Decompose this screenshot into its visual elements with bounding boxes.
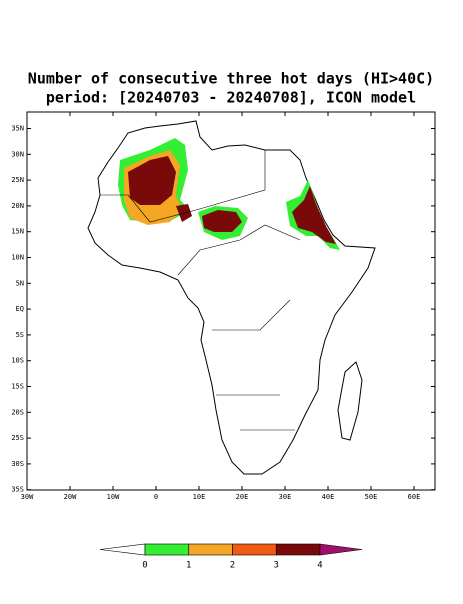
colorbar-label: 3 [274, 561, 279, 571]
lon-label: 10E [193, 493, 206, 501]
lat-label: 15S [11, 383, 24, 391]
heat-area-dark [128, 156, 176, 205]
lon-label: 20W [64, 493, 77, 501]
lon-label: 50E [365, 493, 378, 501]
lat-label: 5N [16, 279, 24, 287]
colorbar-label: 2 [230, 561, 235, 571]
lat-label: 10S [11, 357, 24, 365]
lat-label: 25S [11, 434, 24, 442]
lon-label: 40E [322, 493, 335, 501]
lat-label: 30N [11, 150, 24, 158]
heat-area-dark [202, 210, 242, 232]
map-frame [26, 111, 436, 491]
lat-label: 25N [11, 176, 24, 184]
lat-label: 35N [11, 125, 24, 133]
lon-label: 10W [107, 493, 120, 501]
title: Number of consecutive three hot days (HI… [28, 70, 434, 88]
colorbar-segment [275, 543, 321, 556]
lon-label: 0 [154, 493, 158, 501]
colorbar-max-arrow [319, 543, 363, 556]
lat-label: 20S [11, 408, 24, 416]
lat-label: 5S [16, 331, 24, 339]
heat-area-dark [292, 186, 336, 244]
colorbar-segment [232, 543, 277, 556]
lat-label: 20N [11, 202, 24, 210]
lon-label: 60E [408, 493, 421, 501]
lon-label: 30E [279, 493, 292, 501]
lat-label: 10N [11, 254, 24, 262]
lon-label: 30W [21, 493, 34, 501]
colorbar-label: 4 [317, 561, 322, 571]
colorbar-segment [188, 543, 233, 556]
lat-label: 30S [11, 460, 24, 468]
lat-label: 15N [11, 228, 24, 236]
lon-label: 20E [236, 493, 249, 501]
madagascar [337, 361, 363, 441]
map [26, 111, 436, 491]
country-borders [100, 150, 301, 431]
lat-label: EQ [16, 305, 24, 313]
subtitle: period: [20240703 - 20240708], ICON mode… [46, 89, 416, 107]
colorbar-label: 1 [186, 561, 191, 571]
colorbar-label: 0 [142, 561, 147, 571]
colorbar-segment [144, 543, 190, 556]
lat-label: 35S [11, 486, 24, 494]
